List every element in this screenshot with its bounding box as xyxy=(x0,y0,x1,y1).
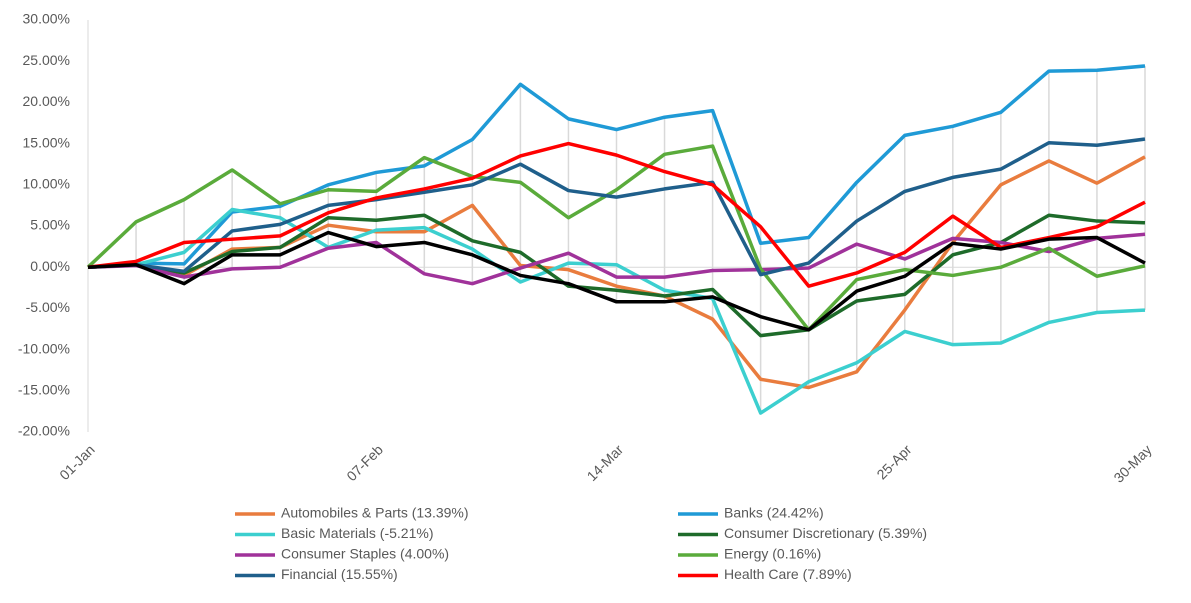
y-tick-label: 30.00% xyxy=(23,11,70,27)
series-line xyxy=(86,144,1146,332)
y-tick-label: 25.00% xyxy=(23,52,70,68)
legend-label: Basic Materials (-5.21%) xyxy=(281,525,434,541)
x-tick-label: 01-Jan xyxy=(56,441,98,483)
series-line xyxy=(87,64,1146,269)
y-tick-label: -20.00% xyxy=(18,423,70,439)
y-tick-label: 5.00% xyxy=(30,217,70,233)
series-line xyxy=(87,137,1146,277)
legend-label: Consumer Discretionary (5.39%) xyxy=(724,525,927,541)
y-tick-label: 20.00% xyxy=(23,93,70,109)
x-tick-label: 25-Apr xyxy=(873,441,914,482)
y-tick-label: 15.00% xyxy=(23,134,70,150)
x-tick-label: 07-Feb xyxy=(343,441,386,484)
y-tick-label: -15.00% xyxy=(18,382,70,398)
series-line xyxy=(87,207,1146,415)
series-line xyxy=(87,230,1146,332)
series-line xyxy=(87,213,1146,338)
legend-label: Health Care (7.89%) xyxy=(724,566,852,582)
y-tick-label: 0.00% xyxy=(30,258,70,274)
x-tick-label: 30-May xyxy=(1110,441,1154,485)
legend-label: Automobiles & Parts (13.39%) xyxy=(281,505,469,521)
legend-label: Consumer Staples (4.00%) xyxy=(281,546,449,562)
y-tick-label: 10.00% xyxy=(23,176,70,192)
x-tick-label: 14-Mar xyxy=(584,441,627,484)
legend-label: Financial (15.55%) xyxy=(281,566,398,582)
legend-label: Energy (0.16%) xyxy=(724,546,821,562)
series-line xyxy=(87,141,1146,288)
series-line xyxy=(87,232,1146,286)
y-tick-label: -5.00% xyxy=(26,299,70,315)
legend-label: Banks (24.42%) xyxy=(724,505,824,521)
y-tick-label: -10.00% xyxy=(18,340,70,356)
